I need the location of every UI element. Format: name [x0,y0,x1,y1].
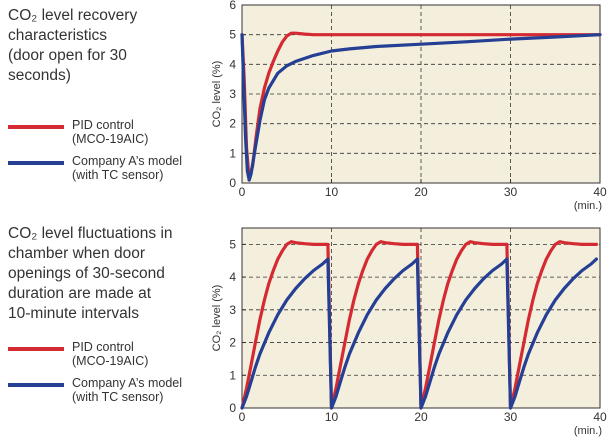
x-tick-label: 0 [239,410,246,424]
caption-line: duration are made at [8,285,152,302]
legend-item-company-a: Company A’s model (with TC sensor) [8,154,228,184]
y-tick-label: 5 [229,28,236,42]
x-tick-label: 20 [414,410,428,424]
caption-line: characteristics [8,27,108,44]
x-tick-label: 40 [593,185,607,199]
x-tick-label: 30 [504,185,518,199]
caption-line: chamber when door [8,245,145,262]
caption-line: CO₂ level fluctuations in [8,225,173,242]
fluctuation-chart-panel: CO₂ level fluctuations in chamber when d… [0,222,610,439]
legend-swatch-company-a [8,383,64,387]
caption-line: 10-minute intervals [8,305,139,322]
y-tick-label: 0 [229,401,236,415]
y-tick-label: 1 [229,146,236,160]
series-line-company-a [240,33,602,182]
caption-line: CO₂ level recovery [8,7,138,24]
y-axis-label: CO₂ level (%) [211,285,223,352]
fluctuation-chart: 0 10 20 30 40 0 1 2 3 4 5 CO₂ level (%) (min.) [211,227,607,437]
legend-label: PID control [72,118,134,132]
chart-caption: CO₂ level recovery characteristics (door… [8,6,228,86]
legend-item-pid: PID control (MCO-19AIC) [8,118,228,148]
legend-label: PID control [72,340,134,354]
y-tick-label: 2 [229,336,236,350]
legend-label: Company A’s model [72,376,183,390]
legend-sublabel: (MCO-19AIC) [72,354,149,368]
x-tick-label: 40 [593,410,607,424]
x-axis-unit: (min.) [574,200,602,212]
chart-caption: CO₂ level fluctuations in chamber when d… [8,224,228,324]
y-tick-label: 3 [229,303,236,317]
series-line-company-a [240,257,598,410]
y-tick-label: 5 [229,237,236,251]
legend-sublabel: (MCO-19AIC) [72,132,149,146]
y-tick-label: 2 [229,117,236,131]
y-tick-label: 1 [229,368,236,382]
y-axis-label: CO₂ level (%) [211,61,223,128]
legend-swatch-pid [8,347,64,351]
legend-sublabel: (with TC sensor) [72,168,164,182]
y-tick-label: 4 [229,57,236,71]
y-tick-label: 0 [229,176,236,190]
caption-line: (door open for 30 [8,47,127,64]
recovery-chart: 0 10 20 30 40 0 1 2 3 4 5 6 CO₂ level (%) (min.) [211,0,607,212]
legend-item-company-a: Company A’s model (with TC sensor) [8,376,228,406]
x-tick-label: 30 [504,410,518,424]
x-axis-unit: (min.) [574,425,602,437]
legend-swatch-pid [8,125,64,129]
recovery-chart-panel: CO₂ level recovery characteristics (door… [0,0,610,212]
legend-item-pid: PID control (MCO-19AIC) [8,340,228,370]
x-tick-label: 0 [239,185,246,199]
x-tick-label: 10 [325,410,339,424]
y-tick-label: 4 [229,270,236,284]
x-tick-label: 10 [325,185,339,199]
legend-swatch-company-a [8,161,64,165]
caption-line: openings of 30-second [8,265,165,282]
y-tick-label: 6 [229,0,236,12]
x-tick-label: 20 [414,185,428,199]
legend-sublabel: (with TC sensor) [72,390,164,404]
y-tick-label: 3 [229,87,236,101]
legend-label: Company A’s model [72,154,183,168]
caption-line: seconds) [8,67,71,84]
